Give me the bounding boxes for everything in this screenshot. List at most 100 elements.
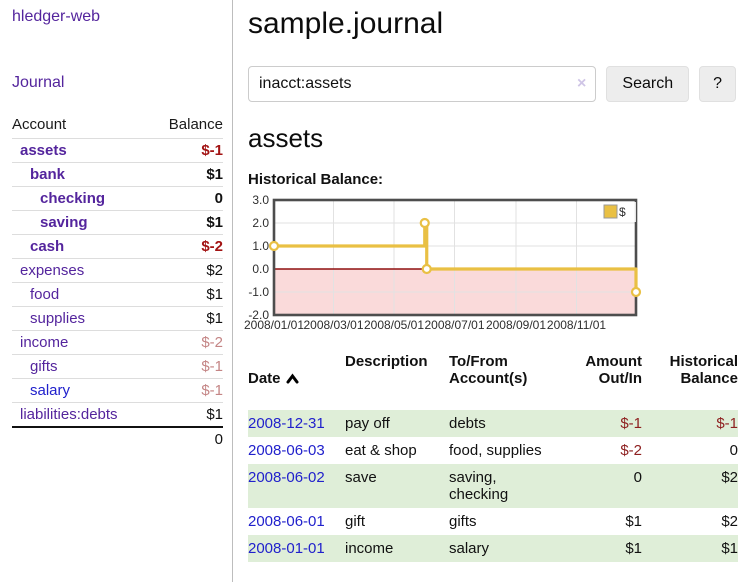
register-row: 2008-06-03 eat & shop food, supplies $-2 0 xyxy=(248,437,738,464)
transaction-date-link[interactable]: 2008-06-01 xyxy=(248,513,325,530)
svg-text:2008/03/01: 2008/03/01 xyxy=(303,318,363,332)
account-row: income $-2 xyxy=(12,330,223,355)
page-title: sample.journal xyxy=(248,7,444,40)
transaction-date-link[interactable]: 2008-01-01 xyxy=(248,540,325,557)
account-row: assets $-1 xyxy=(12,138,223,163)
account-row: liabilities:debts $1 xyxy=(12,402,223,427)
main-content: sample.journal × Search ? assets Histori… xyxy=(244,0,742,562)
sidebar: hledger-web Journal Account Balance asse… xyxy=(0,0,233,582)
svg-text:-2.0: -2.0 xyxy=(248,308,269,322)
account-balance: $1 xyxy=(151,282,223,307)
transaction-accounts: gifts xyxy=(449,513,477,530)
account-balance: 0 xyxy=(151,186,223,211)
register-row: 2008-06-01 gift gifts $1 $2 xyxy=(248,508,738,535)
register-header-accounts: To/From Account(s) xyxy=(449,353,528,387)
date-header-label: Date xyxy=(248,370,281,387)
register-header-description: Description xyxy=(345,353,428,370)
svg-text:2008/07/01: 2008/07/01 xyxy=(424,318,484,332)
account-link[interactable]: assets xyxy=(20,142,67,159)
account-balance: $-1 xyxy=(151,138,223,163)
register-row: 2008-12-31 pay off debts $-1 $-1 xyxy=(248,410,738,437)
account-link[interactable]: checking xyxy=(40,190,106,207)
sidebar-item-journal[interactable]: Journal xyxy=(12,74,65,91)
transaction-date-link[interactable]: 2008-06-02 xyxy=(248,469,325,486)
account-row: supplies $1 xyxy=(12,306,223,331)
transaction-accounts: debts xyxy=(449,415,486,432)
account-row: saving $1 xyxy=(12,210,223,235)
svg-text:2008/09/01: 2008/09/01 xyxy=(486,318,546,332)
account-row: food $1 xyxy=(12,282,223,307)
transaction-amount: 0 xyxy=(633,469,642,486)
search-button[interactable]: Search xyxy=(606,66,690,102)
accounts-table: Account Balance assets $-1 bank $1 checking 0… xyxy=(12,113,223,451)
register-header-amount: Amount Out/In xyxy=(585,353,642,387)
account-link[interactable]: food xyxy=(30,286,60,303)
help-button[interactable]: ? xyxy=(699,66,736,102)
transaction-balance: $2 xyxy=(721,469,738,486)
transaction-balance: $1 xyxy=(721,540,738,557)
transaction-date-link[interactable]: 2008-12-31 xyxy=(248,415,325,432)
transaction-description: save xyxy=(345,469,377,486)
account-row: salary $-1 xyxy=(12,378,223,403)
account-link[interactable]: income xyxy=(20,334,69,351)
search-form: × Search ? xyxy=(248,66,736,102)
accounts-total-row: 0 xyxy=(12,426,223,451)
account-link[interactable]: saving xyxy=(40,214,88,231)
chart-label: Historical Balance: xyxy=(248,171,384,188)
account-row: bank $1 xyxy=(12,162,223,187)
historical-balance-chart: $3.0 2.0 1.0 0.0 -1.0 -2.0 2008/01/01 2008/03/0… xyxy=(244,193,736,332)
transaction-description: eat & shop xyxy=(345,442,417,459)
account-balance: $-1 xyxy=(151,378,223,403)
svg-text:-1.0: -1.0 xyxy=(248,285,269,299)
account-balance: $1 xyxy=(151,162,223,187)
svg-text:1.0: 1.0 xyxy=(252,239,269,253)
svg-text:2.0: 2.0 xyxy=(252,216,269,230)
clear-search-icon[interactable]: × xyxy=(577,75,587,92)
transaction-amount: $-2 xyxy=(620,442,642,459)
brand-link[interactable]: hledger-web xyxy=(12,8,101,25)
account-link[interactable]: bank xyxy=(30,166,66,183)
accounts-header-balance: Balance xyxy=(168,116,223,133)
account-link[interactable]: supplies xyxy=(30,310,86,327)
transaction-amount: $1 xyxy=(625,513,642,530)
account-balance: $-2 xyxy=(151,330,223,355)
account-balance: $-2 xyxy=(151,234,223,259)
account-balance: $1 xyxy=(151,210,223,235)
account-link[interactable]: salary xyxy=(30,382,71,399)
transaction-accounts: food, supplies xyxy=(449,442,542,459)
account-link[interactable]: cash xyxy=(30,238,65,255)
transaction-description: income xyxy=(345,540,394,557)
accounts-table-body: assets $-1 bank $1 checking 0 saving $1 cash $-2 e… xyxy=(12,138,223,451)
transaction-amount: $-1 xyxy=(620,415,642,432)
register-row: 2008-01-01 income salary $1 $1 xyxy=(248,535,738,562)
svg-text:2008/01/01: 2008/01/01 xyxy=(244,318,304,332)
account-row: expenses $2 xyxy=(12,258,223,283)
svg-text:$: $ xyxy=(619,205,626,219)
transaction-description: pay off xyxy=(345,415,390,432)
register-header-date[interactable]: Date xyxy=(248,349,345,410)
register-table-body: 2008-12-31 pay off debts $-1 $-1 2008-06-03 ea… xyxy=(248,410,738,562)
account-balance: $2 xyxy=(151,258,223,283)
transaction-amount: $1 xyxy=(625,540,642,557)
transaction-balance: $2 xyxy=(721,513,738,530)
svg-text:2008/11/01: 2008/11/01 xyxy=(547,318,606,332)
svg-text:0.0: 0.0 xyxy=(252,262,269,276)
accounts-total-value: 0 xyxy=(151,426,223,451)
register-table: Date Description To/From Account(s) Amou… xyxy=(248,349,738,562)
search-input[interactable] xyxy=(248,66,597,102)
transaction-description: gift xyxy=(345,513,366,530)
register-header-balance: Historical Balance xyxy=(669,353,738,387)
account-balance: $1 xyxy=(151,306,223,331)
account-heading: assets xyxy=(248,123,324,153)
svg-text:3.0: 3.0 xyxy=(252,193,269,207)
accounts-header-account: Account xyxy=(12,116,67,133)
transaction-date-link[interactable]: 2008-06-03 xyxy=(248,442,325,459)
account-link[interactable]: liabilities:debts xyxy=(20,406,118,423)
account-balance: $1 xyxy=(151,402,223,427)
svg-text:2008/05/01: 2008/05/01 xyxy=(364,318,424,332)
account-link[interactable]: gifts xyxy=(30,358,58,375)
transaction-balance: $-1 xyxy=(716,415,738,432)
account-link[interactable]: expenses xyxy=(20,262,85,279)
transaction-accounts: saving, checking xyxy=(449,469,509,503)
